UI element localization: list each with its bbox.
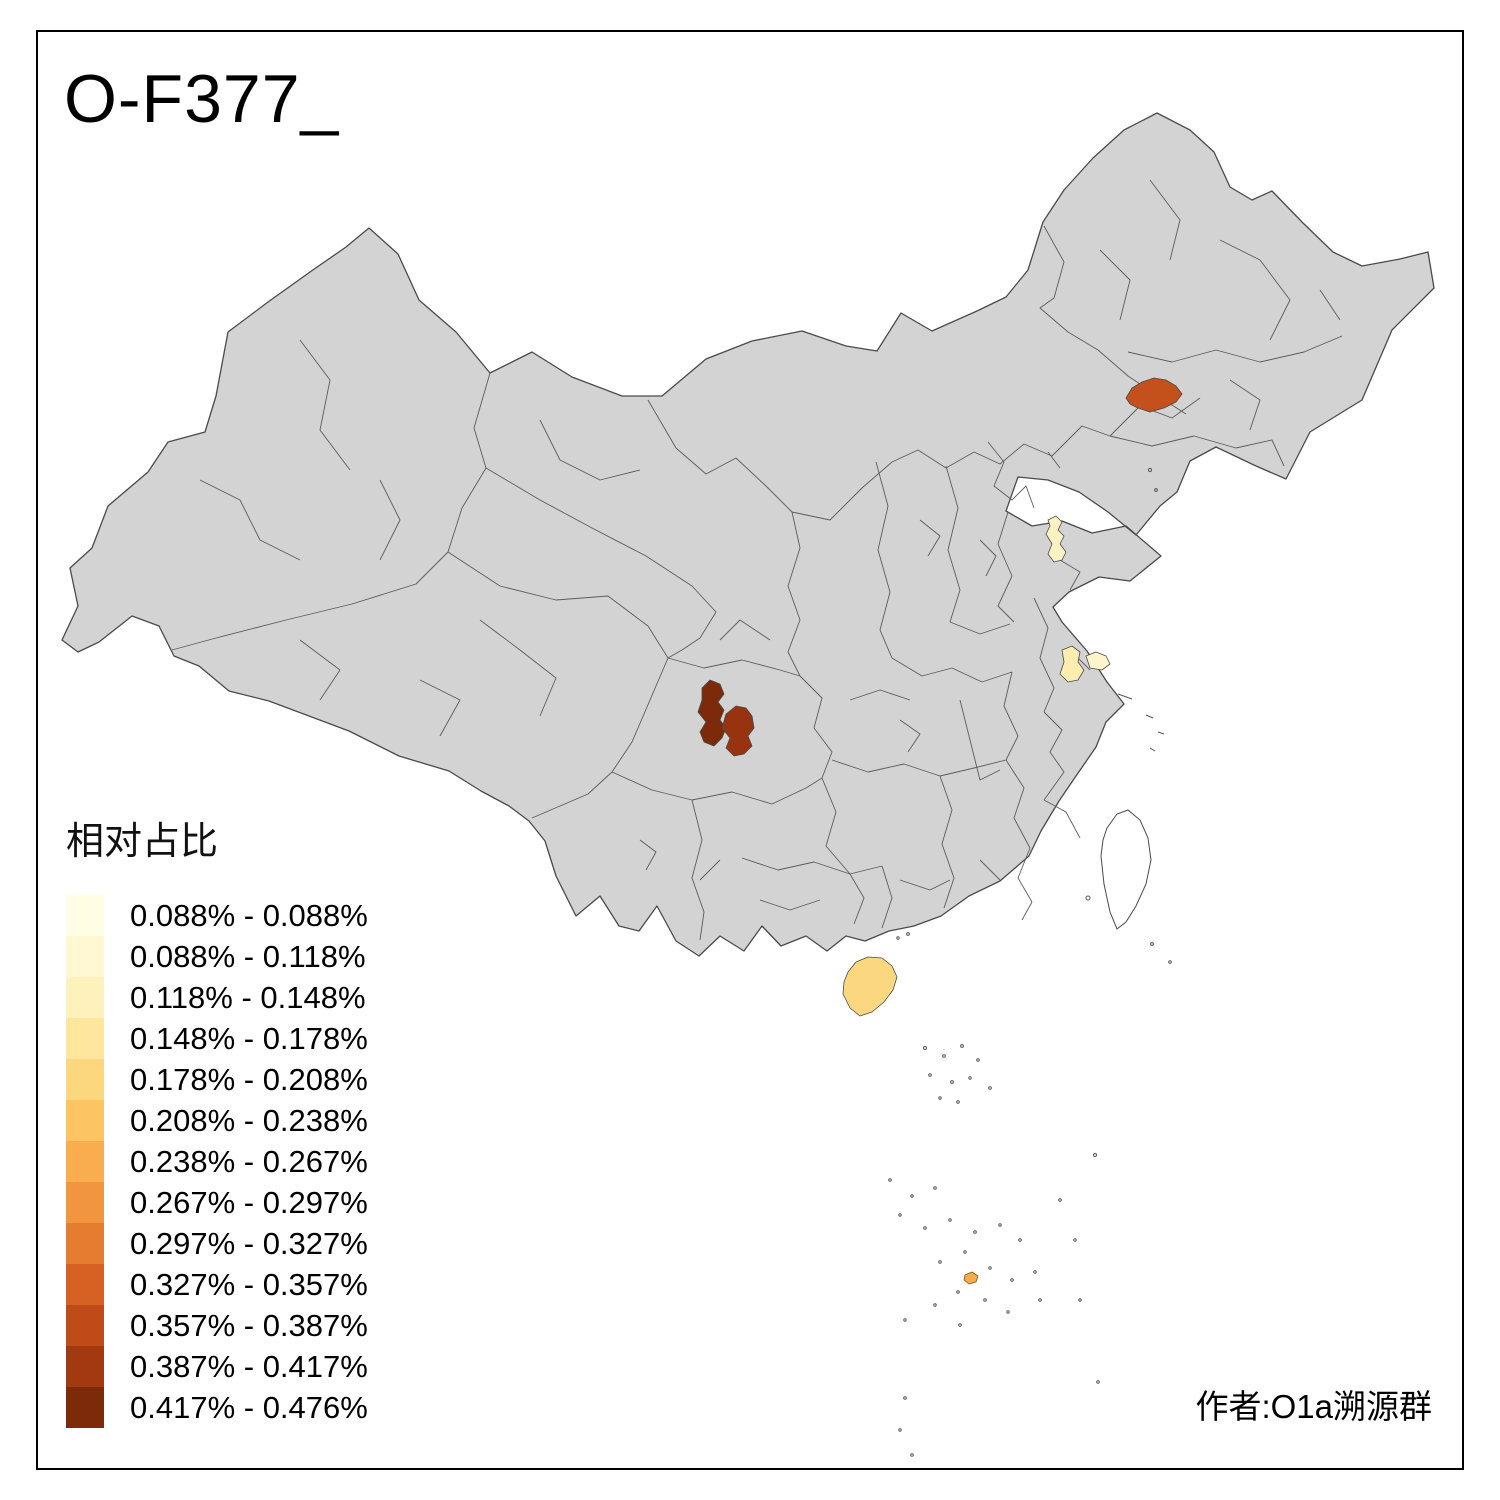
taiwan-island — [1100, 809, 1152, 930]
legend-label: 0.327% - 0.357% — [130, 1266, 368, 1302]
legend-label: 0.267% - 0.297% — [130, 1184, 368, 1220]
region-sichuan-west — [697, 679, 727, 747]
legend-swatch — [66, 1346, 104, 1387]
legend-label: 0.088% - 0.118% — [130, 938, 366, 974]
legend-label: 0.387% - 0.417% — [130, 1348, 368, 1384]
region-sichuan-south — [721, 705, 755, 757]
legend-row: 0.238% - 0.267% — [66, 1141, 368, 1182]
region-nansha-island — [963, 1271, 979, 1285]
legend-label: 0.357% - 0.387% — [130, 1307, 368, 1343]
legend-row: 0.118% - 0.148% — [66, 977, 368, 1018]
legend-swatch — [66, 1018, 104, 1059]
region-hainan — [842, 956, 898, 1017]
legend-swatch — [66, 1264, 104, 1305]
legend-swatch — [66, 895, 104, 936]
legend-label: 0.118% - 0.148% — [130, 979, 366, 1015]
legend-row: 0.297% - 0.327% — [66, 1223, 368, 1264]
region-shandong-central — [1045, 515, 1067, 563]
legend-swatch — [66, 977, 104, 1018]
legend-row: 0.357% - 0.387% — [66, 1305, 368, 1346]
legend-row: 0.208% - 0.238% — [66, 1100, 368, 1141]
highlighted-regions — [697, 377, 1183, 1285]
legend-row: 0.178% - 0.208% — [66, 1059, 368, 1100]
legend-label: 0.208% - 0.238% — [130, 1102, 368, 1138]
legend-row: 0.148% - 0.178% — [66, 1018, 368, 1059]
legend: 相对占比 0.088% - 0.088% 0.088% - 0.118% 0.118… — [66, 810, 368, 1428]
legend-row: 0.088% - 0.088% — [66, 895, 368, 936]
region-jiangsu-central — [1059, 645, 1085, 683]
legend-label: 0.088% - 0.088% — [130, 897, 368, 933]
province-boundaries — [171, 179, 1343, 941]
legend-row: 0.088% - 0.118% — [66, 936, 368, 977]
legend-swatch — [66, 1059, 104, 1100]
legend-swatch — [66, 1387, 104, 1428]
legend-swatch — [66, 1223, 104, 1264]
legend-label: 0.417% - 0.476% — [130, 1389, 368, 1425]
region-jiangsu-coastal — [1085, 651, 1111, 671]
legend-label: 0.178% - 0.208% — [130, 1061, 368, 1097]
legend-row: 0.387% - 0.417% — [66, 1346, 368, 1387]
legend-swatch — [66, 936, 104, 977]
offshore-islands — [888, 467, 1172, 1457]
legend-row: 0.417% - 0.476% — [66, 1387, 368, 1428]
legend-row: 0.267% - 0.297% — [66, 1182, 368, 1223]
china-mainland-shape — [61, 112, 1435, 957]
legend-swatch — [66, 1141, 104, 1182]
attribution: 作者:O1a溯源群 — [1195, 1388, 1432, 1425]
legend-label: 0.238% - 0.267% — [130, 1143, 368, 1179]
legend-row: 0.327% - 0.357% — [66, 1264, 368, 1305]
legend-swatch — [66, 1305, 104, 1346]
legend-title: 相对占比 — [66, 821, 219, 863]
legend-label: 0.297% - 0.327% — [130, 1225, 368, 1261]
chart-title: O-F377_ — [64, 61, 340, 137]
legend-swatch — [66, 1100, 104, 1141]
legend-swatch — [66, 1182, 104, 1223]
legend-label: 0.148% - 0.178% — [130, 1020, 368, 1056]
legend-entries: 0.088% - 0.088% 0.088% - 0.118% 0.118% - 0… — [66, 895, 368, 1428]
region-jilin-west — [1125, 377, 1183, 413]
